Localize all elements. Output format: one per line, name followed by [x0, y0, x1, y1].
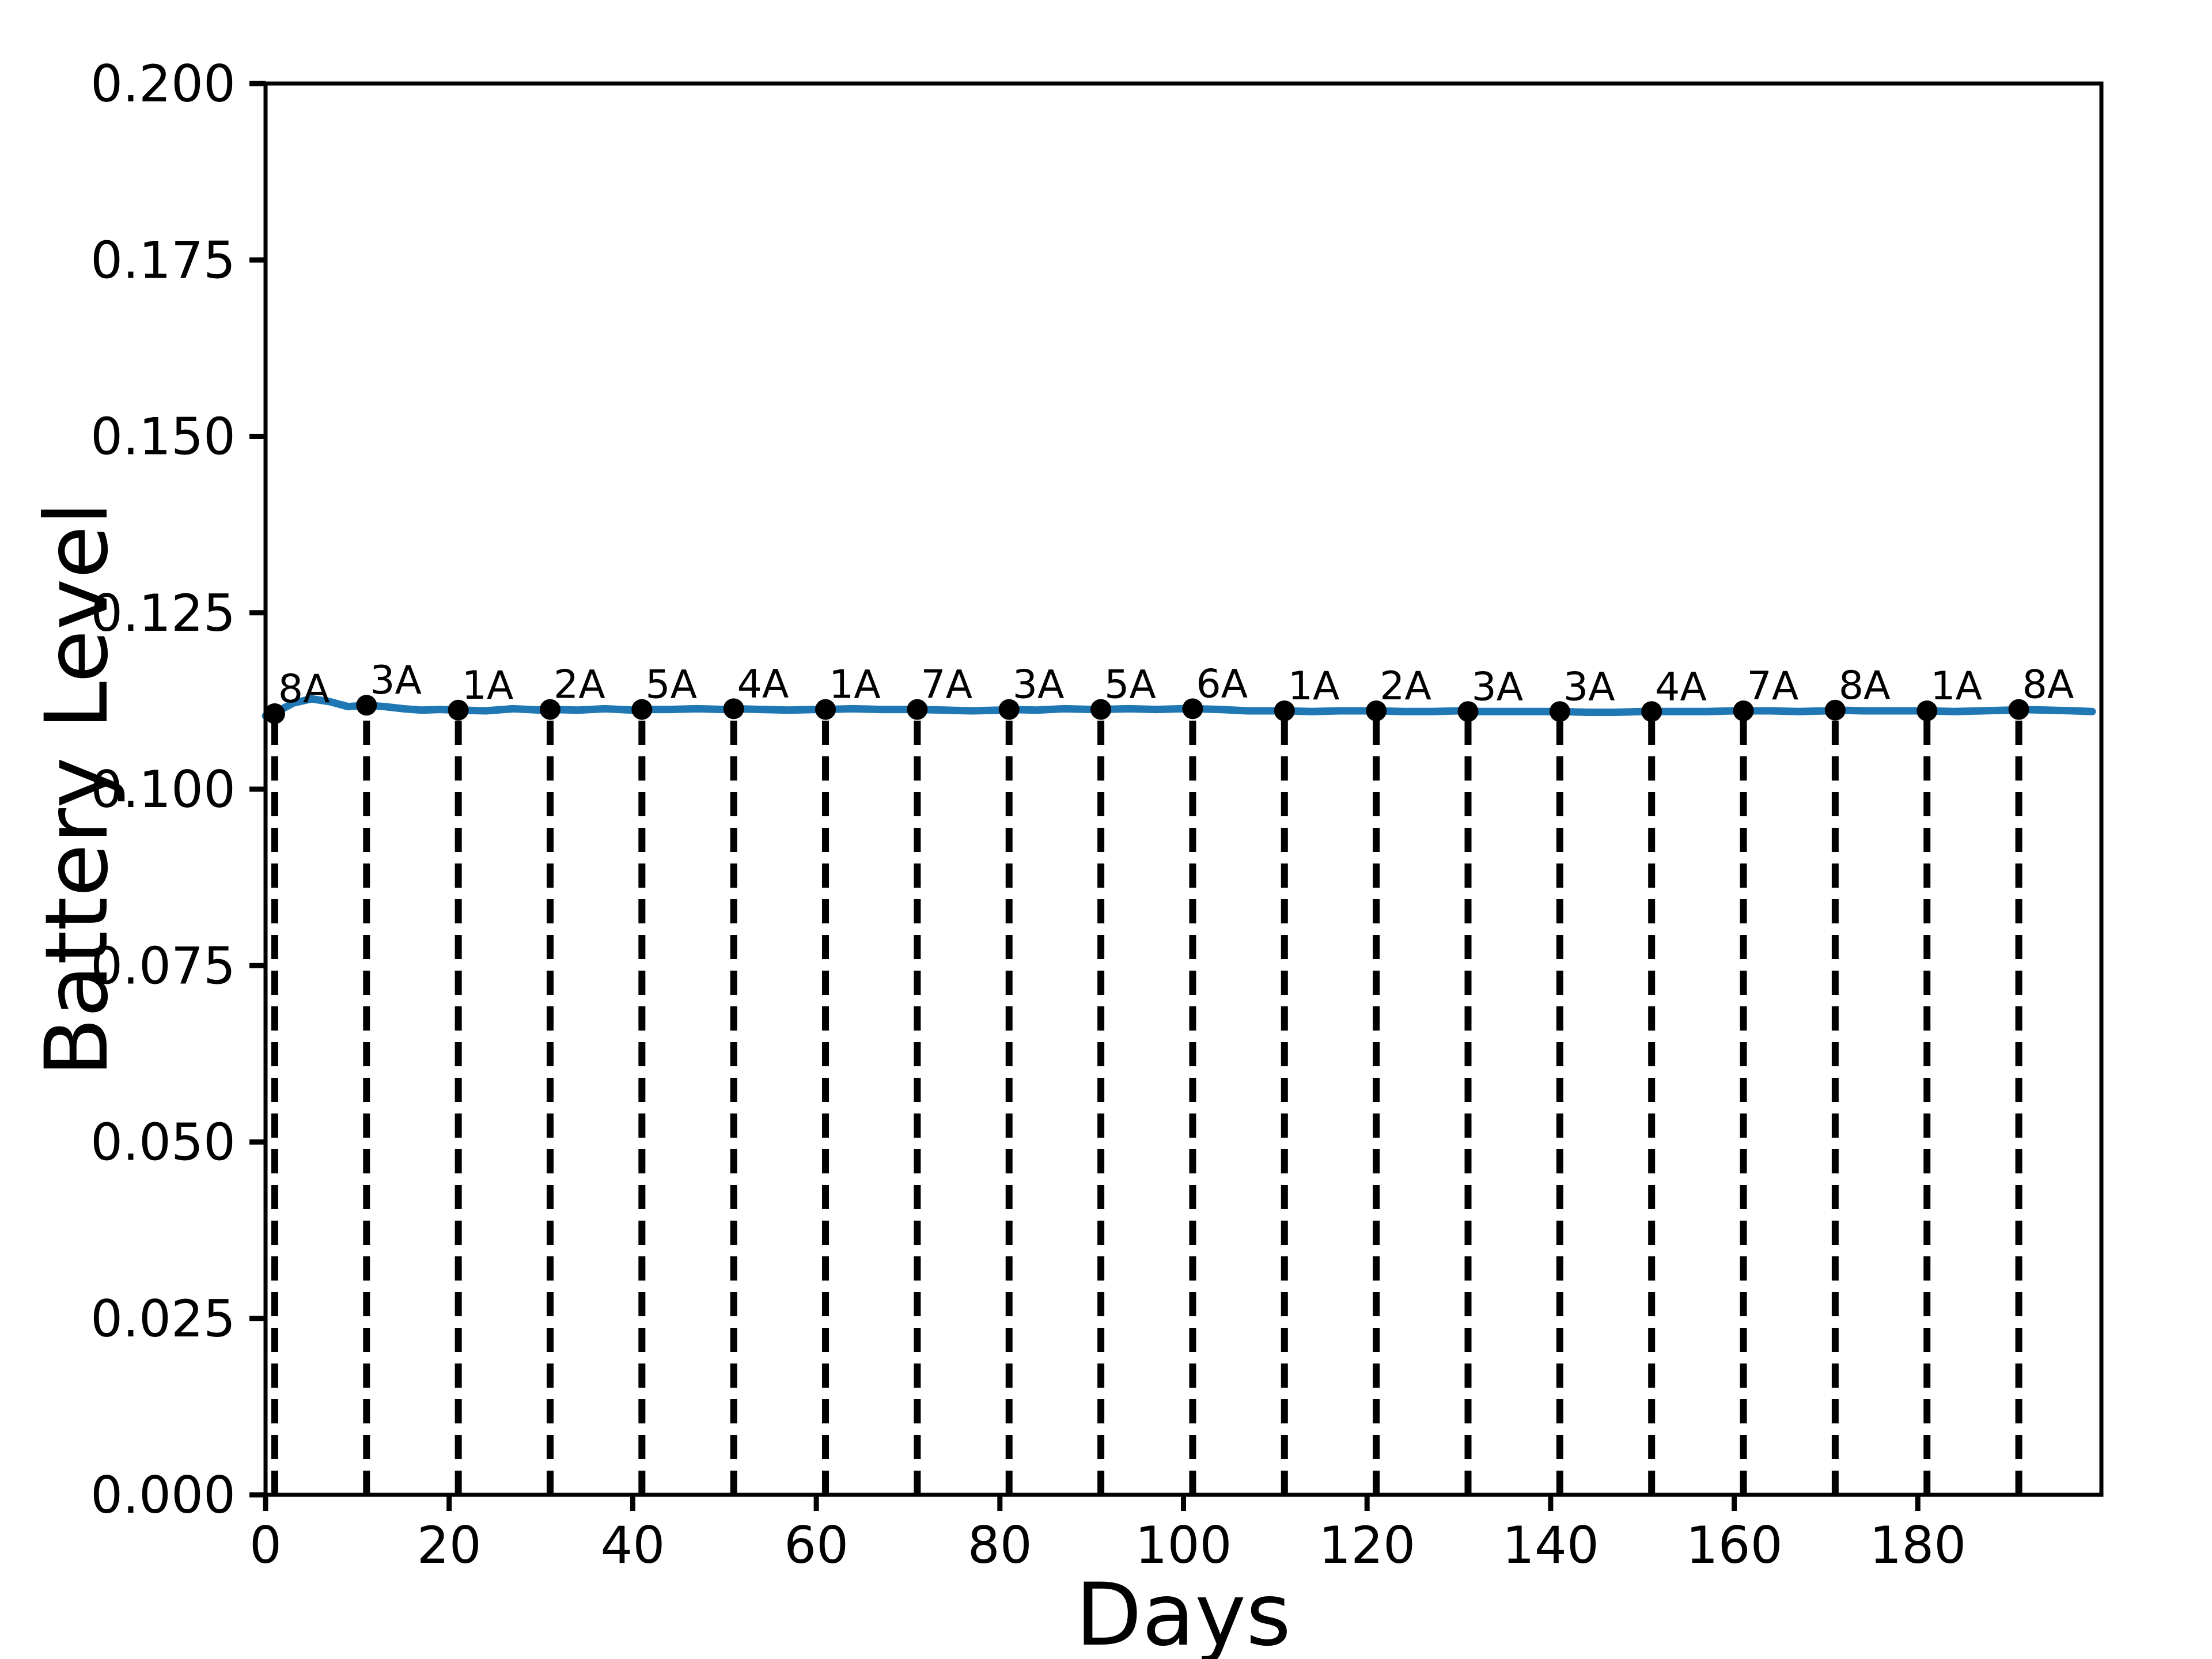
event-marker-dot — [1733, 700, 1754, 722]
x-tick-label: 140 — [1502, 1516, 1599, 1575]
y-tick-label: 0.100 — [90, 760, 236, 819]
event-label: 3A — [370, 658, 422, 703]
x-tick-label: 100 — [1135, 1516, 1232, 1575]
event-label: 8A — [278, 666, 330, 712]
event-label: 8A — [2022, 662, 2074, 708]
event-marker-dot — [2008, 699, 2029, 720]
event-label: 1A — [829, 662, 881, 708]
y-tick-label: 0.000 — [90, 1465, 236, 1525]
y-tick-label: 0.075 — [90, 936, 236, 995]
axis-ticks: 0.000 0.025 0.050 0.075 0.100 0.125 0.150 0.175… — [90, 54, 1966, 1575]
y-tick-label: 0.050 — [90, 1113, 236, 1172]
event-marker-dot — [1457, 701, 1479, 722]
event-marker-dot — [356, 695, 377, 716]
battery-line — [262, 695, 2096, 720]
event-marker-dot — [1824, 699, 1846, 721]
y-tick-label: 0.200 — [90, 54, 236, 113]
plot-area: 0.000 0.025 0.050 0.075 0.100 0.125 0.150 0.175… — [90, 54, 2104, 1575]
event-label: 3A — [1471, 664, 1523, 710]
y-tick-label: 0.175 — [90, 230, 236, 290]
y-tick-label: 0.150 — [90, 407, 236, 467]
event-marker-dot — [907, 699, 928, 720]
event-marker-dot — [998, 699, 1020, 720]
event-marker-dot — [1549, 701, 1570, 722]
event-annotations: 8A 3A 1A 2A 5A 4A 1A 7A 3A 5A 6A 1A 2A 3A 3A 4A 7A 8A 1A 8A — [278, 658, 2074, 712]
event-marker-dot — [1182, 698, 1203, 719]
event-marker-dot — [1641, 701, 1662, 722]
x-tick-label: 40 — [600, 1516, 665, 1575]
x-tick-label: 180 — [1869, 1516, 1966, 1575]
event-marker-dot — [448, 699, 469, 721]
event-label: 1A — [462, 663, 514, 709]
event-label: 4A — [737, 661, 789, 707]
battery-line-series — [262, 695, 2096, 720]
event-label: 3A — [1013, 662, 1065, 708]
event-label: 5A — [1104, 662, 1156, 708]
event-marker-dot — [1090, 699, 1112, 720]
x-tick-label: 120 — [1319, 1516, 1415, 1575]
event-label: 6A — [1196, 661, 1248, 707]
event-marker-dot — [264, 703, 285, 724]
x-tick-label: 0 — [249, 1516, 282, 1575]
y-axis-label: Battery Level — [27, 502, 127, 1077]
x-tick-label: 60 — [784, 1516, 849, 1575]
event-label: 3A — [1563, 664, 1615, 710]
event-marker-dot — [631, 699, 653, 720]
y-tick-label: 0.125 — [90, 584, 236, 643]
event-label: 1A — [1930, 664, 1982, 709]
x-tick-label: 160 — [1686, 1516, 1783, 1575]
event-marker-dot — [815, 699, 836, 720]
event-label: 2A — [554, 662, 605, 708]
event-marker-dot — [1916, 700, 1938, 722]
event-label: 2A — [1380, 664, 1431, 709]
x-axis-label: Days — [1075, 1565, 1291, 1659]
axes-spines — [263, 81, 2104, 1497]
event-label: 8A — [1839, 663, 1891, 709]
event-label: 7A — [1747, 664, 1799, 709]
event-vlines — [271, 705, 2022, 1495]
event-marker-dot — [1366, 700, 1387, 722]
x-tick-label: 20 — [417, 1516, 482, 1575]
event-label: 4A — [1655, 664, 1707, 710]
event-marker-dot — [1274, 700, 1295, 722]
y-tick-label: 0.025 — [90, 1289, 236, 1349]
x-tick-label: 80 — [968, 1516, 1032, 1575]
event-label: 7A — [921, 662, 972, 708]
event-label: 1A — [1288, 664, 1340, 709]
event-marker-dot — [723, 698, 744, 719]
event-marker-dot — [539, 699, 560, 720]
axes-border — [263, 81, 2104, 1497]
event-label: 5A — [645, 662, 697, 708]
event-markers — [264, 695, 2029, 724]
